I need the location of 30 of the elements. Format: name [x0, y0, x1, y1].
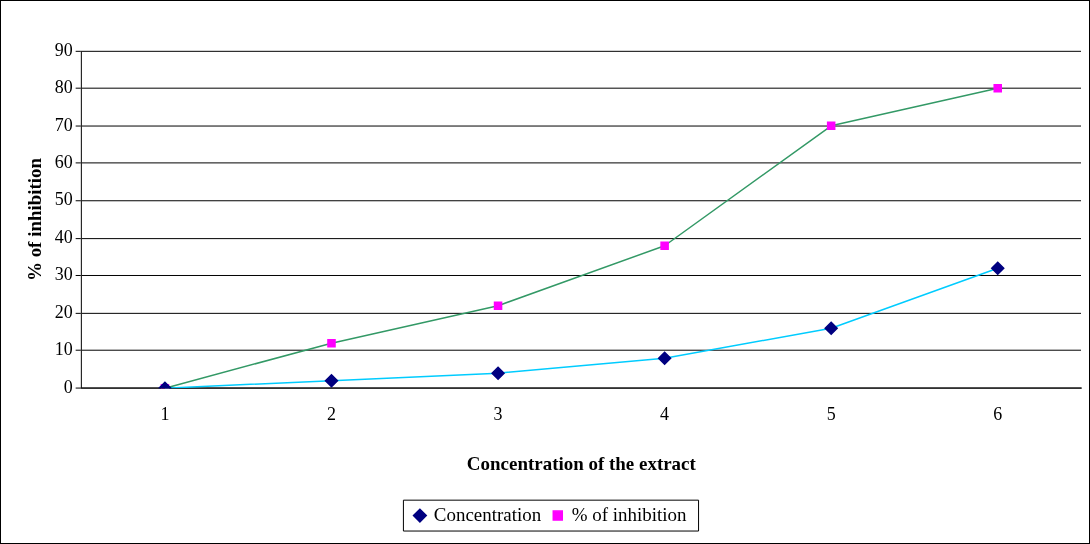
point [660, 241, 669, 250]
x-tick-label: 6 [993, 403, 1003, 424]
x-tick-label: 5 [826, 403, 836, 424]
y-tick-label: 90 [54, 39, 73, 60]
x-tick-label: 2 [327, 403, 336, 424]
point [657, 351, 672, 365]
x-tick-label: 1 [160, 403, 170, 424]
point [324, 373, 339, 388]
y-tick-label: 80 [54, 77, 73, 98]
x-axis-title: Concentration of the extract [466, 452, 697, 474]
point [826, 121, 836, 131]
y-tick-label: 10 [54, 339, 73, 360]
y-tick-label: 30 [54, 264, 73, 285]
point [327, 338, 336, 348]
y-tick-label: 40 [54, 226, 73, 247]
point [493, 301, 503, 310]
point [991, 261, 1005, 275]
y-tick-label: 60 [54, 152, 73, 172]
legend-label: % of inhibition [571, 503, 688, 525]
x-tick-label: 3 [493, 403, 503, 424]
y-tick-label: 20 [54, 301, 73, 322]
x-tick-label: 4 [660, 403, 670, 424]
y-tick-label: 70 [54, 114, 73, 135]
point [491, 366, 505, 380]
y-tick-label: 50 [54, 189, 73, 210]
y-tick-label: 0 [63, 376, 73, 397]
y-axis-title: % of inhibition [24, 157, 46, 282]
point [824, 321, 838, 335]
legend-label: Concentration [433, 503, 542, 525]
point [993, 84, 1003, 93]
